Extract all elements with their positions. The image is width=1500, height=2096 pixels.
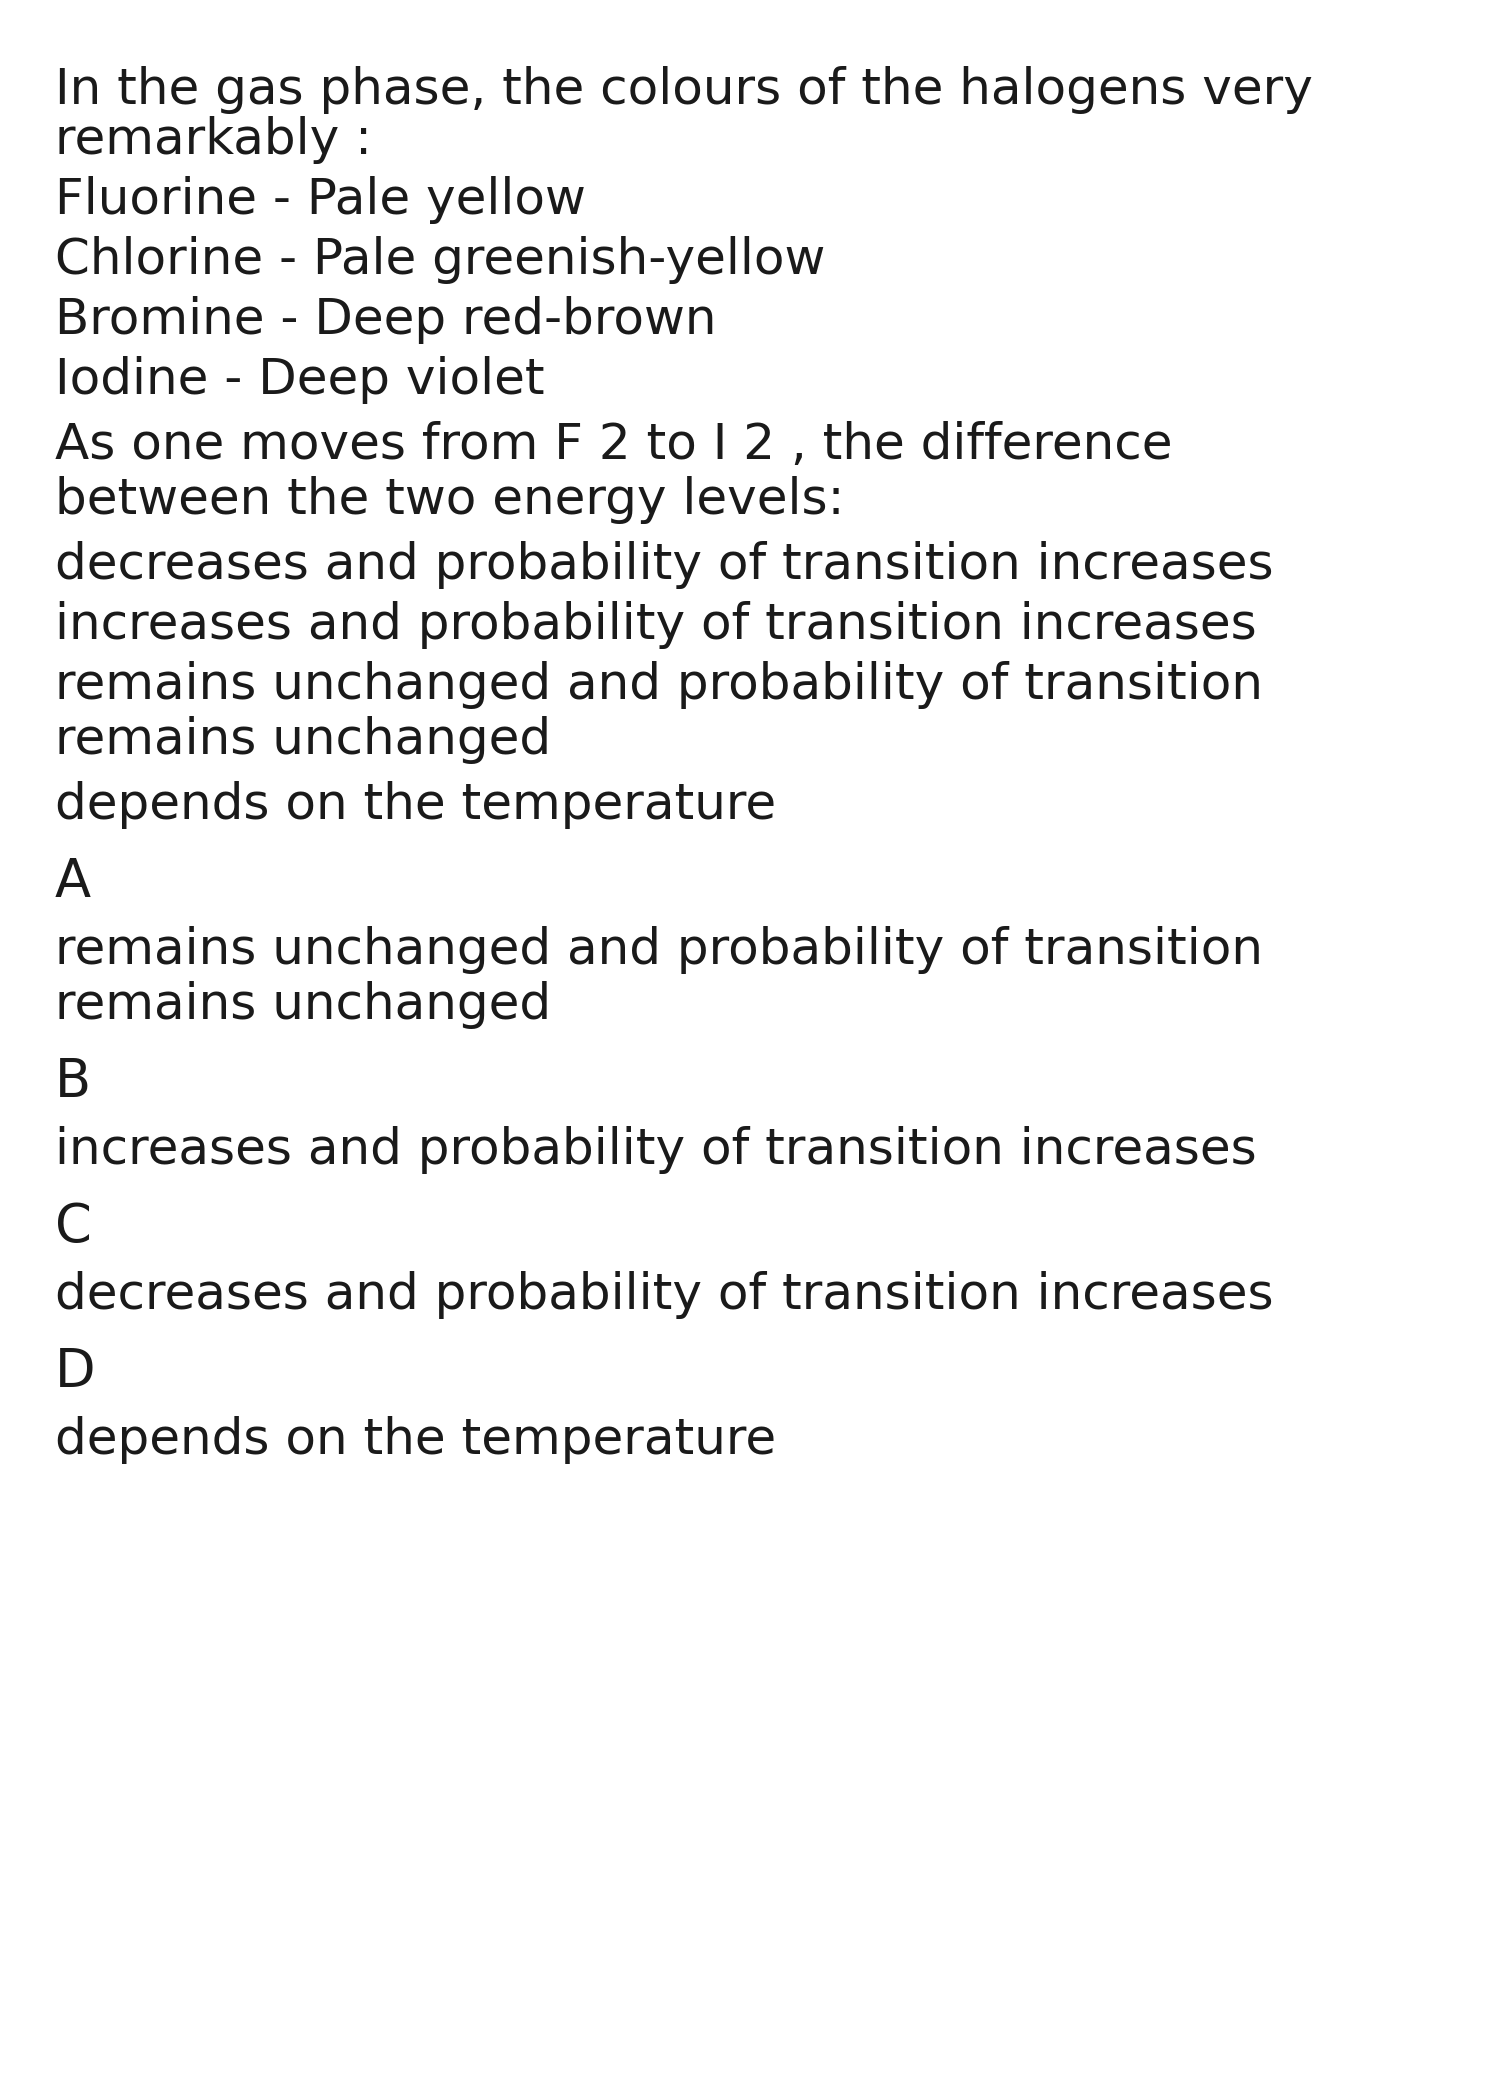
Text: decreases and probability of transition increases: decreases and probability of transition … xyxy=(56,541,1274,589)
Text: remarkably :: remarkably : xyxy=(56,115,372,163)
Text: D: D xyxy=(56,1346,96,1398)
Text: As one moves from F 2 to I 2 , the difference: As one moves from F 2 to I 2 , the diffe… xyxy=(56,421,1173,470)
Text: depends on the temperature: depends on the temperature xyxy=(56,1417,776,1463)
Text: C: C xyxy=(56,1201,92,1253)
Text: remains unchanged and probability of transition: remains unchanged and probability of tra… xyxy=(56,926,1263,975)
Text: remains unchanged: remains unchanged xyxy=(56,717,550,765)
Text: Chlorine - Pale greenish-yellow: Chlorine - Pale greenish-yellow xyxy=(56,237,825,283)
Text: B: B xyxy=(56,1056,92,1109)
Text: Iodine - Deep violet: Iodine - Deep violet xyxy=(56,356,544,405)
Text: increases and probability of transition increases: increases and probability of transition … xyxy=(56,602,1257,650)
Text: remains unchanged and probability of transition: remains unchanged and probability of tra… xyxy=(56,660,1263,708)
Text: Fluorine - Pale yellow: Fluorine - Pale yellow xyxy=(56,176,586,224)
Text: between the two energy levels:: between the two energy levels: xyxy=(56,476,844,524)
Text: A: A xyxy=(56,855,92,908)
Text: Bromine - Deep red-brown: Bromine - Deep red-brown xyxy=(56,296,717,344)
Text: In the gas phase, the colours of the halogens very: In the gas phase, the colours of the hal… xyxy=(56,65,1312,113)
Text: depends on the temperature: depends on the temperature xyxy=(56,782,776,830)
Text: remains unchanged: remains unchanged xyxy=(56,981,550,1029)
Text: decreases and probability of transition increases: decreases and probability of transition … xyxy=(56,1270,1274,1318)
Text: increases and probability of transition increases: increases and probability of transition … xyxy=(56,1126,1257,1174)
